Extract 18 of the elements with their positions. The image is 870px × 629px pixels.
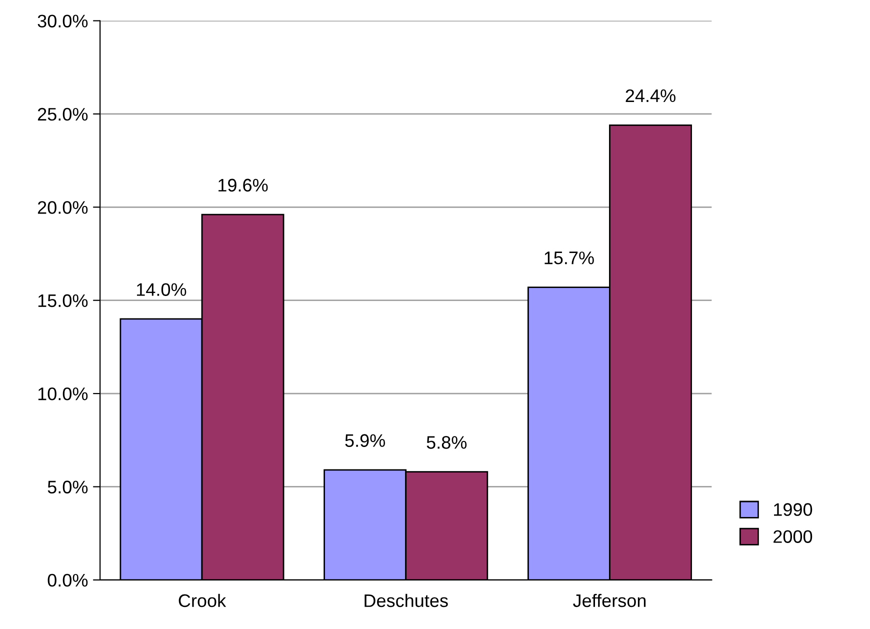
data-label: 19.6% <box>218 178 268 192</box>
data-label: 5.8% <box>426 436 467 449</box>
legend-label: 1990 <box>774 503 812 516</box>
data-label: 14.0% <box>136 283 186 296</box>
data-label: 5.9% <box>345 434 386 447</box>
y-tick-label: 0.0% <box>48 574 88 587</box>
y-tick-label: 25.0% <box>38 108 88 121</box>
x-tick-label: Deschutes <box>364 594 448 608</box>
data-label: 15.7% <box>544 252 594 264</box>
y-tick-label: 30.0% <box>38 14 88 28</box>
y-tick-label: 20.0% <box>38 201 88 214</box>
y-tick-label: 5.0% <box>48 480 88 494</box>
x-tick-label: Jefferson <box>573 594 646 608</box>
data-label: 24.4% <box>626 89 676 102</box>
x-tick-label: Crook <box>178 594 226 608</box>
y-tick-label: 15.0% <box>38 294 88 308</box>
legend-label: 2000 <box>774 530 812 543</box>
y-tick-label: 10.0% <box>38 387 88 400</box>
